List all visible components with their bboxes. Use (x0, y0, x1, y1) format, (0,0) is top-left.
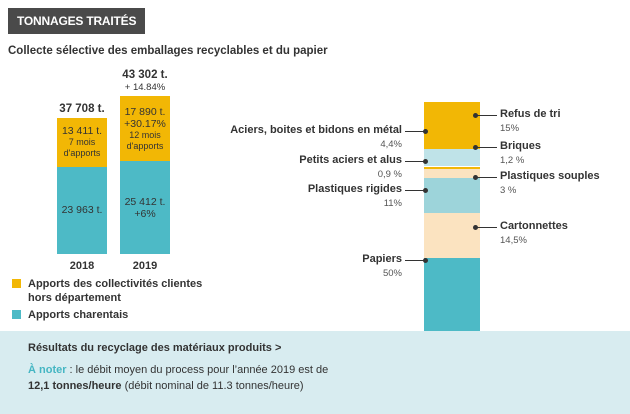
bar-segment-charentais-2019: 25 412 t. +6% (120, 161, 170, 254)
legend-label: Apports des collectivités clientes hors … (28, 278, 203, 304)
stack-segment-aciers-boites-et-bidons-en-m-tal (424, 148, 480, 163)
stack-label-papiers: Papiers 50% (362, 253, 402, 279)
process-note: À noter : le débit moyen du process pour… (28, 362, 328, 394)
stack-segment-briques (424, 162, 480, 167)
stack-label-refus-de-tri: Refus de tri 15% (500, 108, 561, 134)
leader-line (476, 147, 497, 148)
bar-sublabel: 12 mois d'apports (126, 129, 164, 151)
section-title-badge: TONNAGES TRAITÉS (8, 8, 146, 34)
stack-label-briques: Briques 1,2 % (500, 140, 541, 166)
leader-line (476, 177, 497, 178)
stack-label-petits-aciers-et-alus: Petits aciers et alus 0,9 % (299, 154, 402, 180)
stack-segment-cartonnettes (424, 212, 480, 258)
leader-dot (423, 188, 428, 193)
leader-line (405, 260, 427, 261)
bar-value: 17 890 t. (124, 105, 166, 118)
note-prefix: À noter (28, 364, 67, 376)
stack-segment-plastiques-souples (424, 169, 480, 179)
bar-total-2018: 37 708 t. (59, 102, 105, 115)
bar-extra: +30.17% (124, 117, 166, 130)
bar-sublabel: +6% (134, 207, 156, 220)
stack-label-cartonnettes: Cartonnettes 14,5% (500, 220, 568, 246)
leader-dot (473, 225, 478, 230)
leader-dot (473, 113, 478, 118)
stack-label-plastiques-souples: Plastiques souples 3 % (500, 170, 600, 196)
leader-dot (423, 159, 428, 164)
leader-dot (423, 258, 428, 263)
bar-total-change: + 14.84% (124, 82, 166, 93)
bar-sublabel: 7 mois d'apports (63, 137, 101, 159)
legend-swatch-teal (12, 310, 21, 319)
leader-line (405, 190, 427, 191)
info-box (0, 331, 630, 414)
stack-label-plastiques-rigides: Plastiques rigides 11% (307, 183, 402, 209)
x-tick-label-2019: 2019 (132, 260, 158, 272)
stack-segment-petits-aciers-et-alus (424, 166, 480, 170)
results-link[interactable]: Résultats du recyclage des matériaux pro… (28, 342, 282, 354)
bar-total-2019: 43 302 t. (122, 69, 168, 81)
stack-label-aciers-boites-et-bidons-en-m-tal: Aciers, boites et bidons en métal 4,4% (230, 124, 402, 150)
bar-value: 23 963 t. (61, 204, 103, 217)
legend-swatch-yellow (12, 279, 21, 288)
bar-segment-hors-dept-2018: 13 411 t. 7 mois d'apports (57, 117, 107, 167)
x-tick-label-2018: 2018 (69, 260, 95, 272)
legend-item-charentais: Apports charentais (12, 308, 128, 322)
legend-item-hors-departement: Apports des collectivités clientes hors … (12, 277, 228, 305)
bar-segment-charentais-2018: 23 963 t. (57, 166, 107, 254)
stack-segment-plastiques-rigides (424, 178, 480, 213)
legend-label: Apports charentais (28, 309, 129, 321)
note-text-2: (débit nominal de 11.3 tonnes/heure) (121, 380, 304, 392)
leader-dot (473, 175, 478, 180)
leader-dot (473, 145, 478, 150)
bar-value: 13 411 t. (61, 125, 103, 138)
leader-line (405, 131, 427, 132)
leader-line (405, 161, 427, 162)
bar-value: 25 412 t. (124, 195, 166, 208)
bar-segment-hors-dept-2019: 17 890 t. +30.17% 12 mois d'apports (120, 96, 170, 162)
leader-dot (423, 129, 428, 134)
note-text-1: : le débit moyen du process pour l’année… (66, 364, 329, 376)
note-bold-value: 12,1 tonnes/heure (28, 380, 122, 392)
leader-line (476, 115, 497, 116)
leader-line (476, 227, 497, 228)
chart-subtitle: Collecte sélective des emballages recycl… (8, 45, 328, 57)
stack-segment-refus-de-tri (424, 102, 480, 149)
